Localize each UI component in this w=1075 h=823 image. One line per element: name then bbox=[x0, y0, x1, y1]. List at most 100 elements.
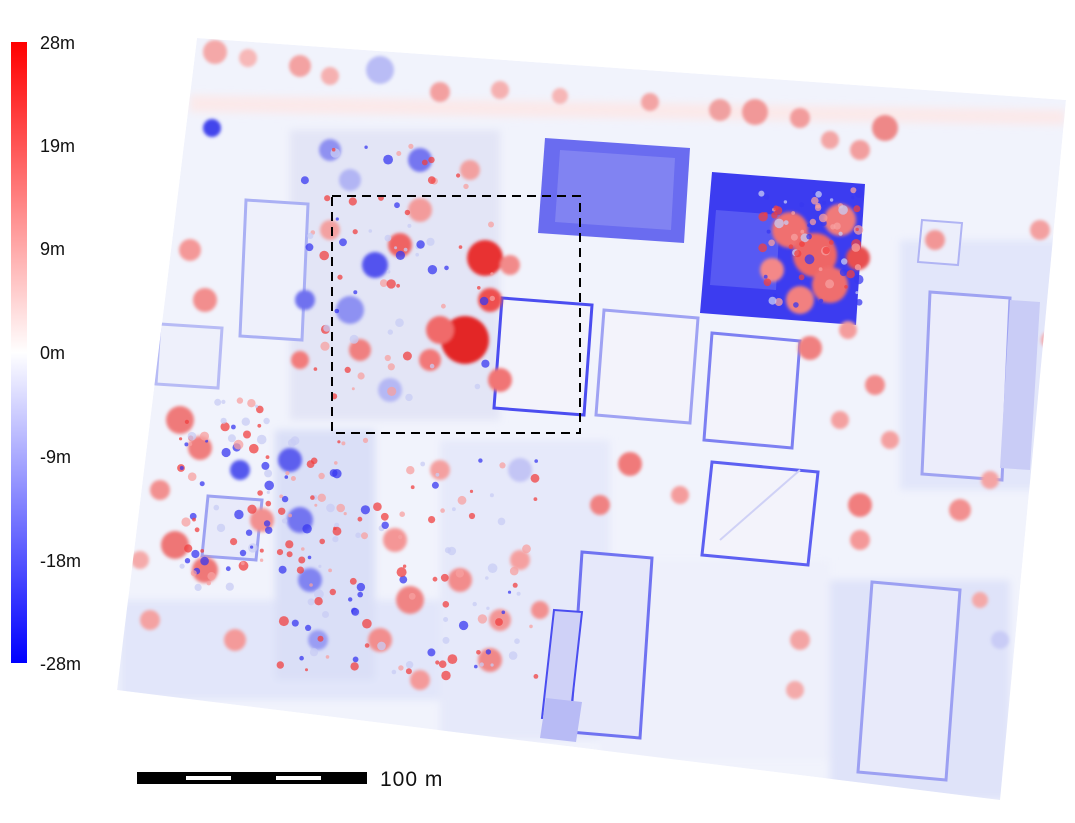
canopy-speckle-dot bbox=[509, 566, 519, 576]
canopy-speckle-dot bbox=[398, 534, 403, 540]
canopy-speckle-dot bbox=[179, 437, 183, 441]
canopy-speckle-dot bbox=[216, 523, 226, 533]
canopy-speckle-dot bbox=[188, 442, 193, 446]
canopy-speckle-dot bbox=[352, 229, 358, 235]
canopy-speckle-dot bbox=[427, 176, 436, 185]
canopy-speckle-dot bbox=[490, 663, 494, 667]
canopy-speckle-dot bbox=[415, 252, 420, 257]
canopy-speckle-dot bbox=[798, 274, 805, 281]
canopy-speckle-dot bbox=[395, 318, 404, 328]
canopy-speckle-dot bbox=[490, 272, 494, 276]
canopy-speckle-dot bbox=[512, 582, 518, 588]
canopy-speckle-dot bbox=[386, 269, 391, 274]
canopy-speckle-dot bbox=[818, 213, 828, 223]
canopy-speckle-dot bbox=[184, 442, 189, 447]
canopy-speckle-dot bbox=[357, 372, 365, 380]
canopy-speckle-dot bbox=[841, 258, 848, 265]
canopy-speckle-dot bbox=[194, 583, 202, 592]
canopy-speckle-dot bbox=[368, 229, 373, 233]
canopy-speckle-dot bbox=[828, 240, 834, 245]
canopy-speckle-dot bbox=[247, 504, 257, 514]
canopy-speckle-dot bbox=[534, 459, 538, 463]
canopy-speckle-dot bbox=[290, 476, 296, 481]
canopy-speckle-dot bbox=[440, 573, 449, 582]
canopy-speckle-dot bbox=[851, 196, 855, 200]
buildings bbox=[154, 138, 1040, 782]
canopy-speckle-dot bbox=[254, 404, 259, 408]
canopy-speckle-dot bbox=[773, 293, 777, 298]
canopy-speckle-dot bbox=[334, 461, 338, 465]
canopy-speckle-dot bbox=[815, 202, 821, 209]
canopy-speckle-dot bbox=[790, 233, 798, 241]
canopy-speckle-dot bbox=[758, 243, 768, 253]
canopy-speckle-dot bbox=[181, 517, 191, 527]
canopy-speckle-dot bbox=[325, 655, 330, 659]
canopy-speckle-dot bbox=[221, 399, 226, 404]
canopy-speckle-dot bbox=[522, 544, 531, 554]
canopy-speckle-dot bbox=[438, 660, 447, 668]
scale-bar-segment-2 bbox=[276, 776, 321, 780]
canopy-speckle-dot bbox=[804, 254, 815, 265]
canopy-speckle-dot bbox=[233, 439, 244, 450]
legend-label-minus-18: -18m bbox=[40, 551, 82, 571]
canopy-speckle-dot bbox=[533, 497, 538, 501]
canopy-speckle-dot bbox=[406, 466, 415, 475]
canopy-speckle-dot bbox=[184, 558, 191, 564]
canopy-speckle-dot bbox=[356, 582, 366, 592]
canopy-speckle-dot bbox=[457, 495, 467, 505]
canopy-speckle-dot bbox=[398, 665, 404, 671]
canopy-speckle-dot bbox=[458, 245, 463, 249]
canopy-speckle-dot bbox=[855, 299, 863, 306]
canopy-speckle-dot bbox=[530, 473, 540, 483]
canopy-speckle-dot bbox=[351, 387, 355, 391]
canopy-speckle-dot bbox=[309, 583, 313, 587]
scale-bar-label: 100 m bbox=[380, 768, 444, 791]
canopy-speckle-dot bbox=[435, 660, 440, 665]
canopy-speckle-dot bbox=[481, 359, 490, 368]
canopy-speckle-dot bbox=[361, 532, 368, 540]
canopy-speckle-dot bbox=[516, 591, 521, 596]
canopy-speckle-dot bbox=[310, 495, 315, 500]
canopy-speckle-dot bbox=[395, 250, 405, 260]
canopy-speckle-dot bbox=[774, 298, 783, 306]
canopy-speckle-dot bbox=[309, 648, 319, 657]
canopy-speckle-dot bbox=[396, 151, 402, 156]
canopy-speckle-dot bbox=[442, 636, 450, 644]
canopy-speckle-dot bbox=[855, 189, 864, 198]
canopy-speckle-dot bbox=[833, 222, 841, 230]
canopy-speckle-dot bbox=[394, 246, 398, 250]
canopy-speckle-dot bbox=[799, 241, 805, 248]
canopy-speckle-dot bbox=[225, 582, 234, 591]
canopy-speckle-dot bbox=[337, 440, 341, 444]
canopy-speckle-dot bbox=[846, 270, 855, 279]
canopy-speckle-dot bbox=[332, 526, 342, 536]
canopy-speckle-dot bbox=[441, 670, 451, 681]
canopy-speckle-dot bbox=[194, 527, 200, 533]
canopy-speckle-dot bbox=[444, 547, 452, 554]
canopy-speckle-dot bbox=[334, 522, 340, 528]
canopy-speckle-dot bbox=[298, 556, 306, 564]
canopy-speckle-dot bbox=[766, 229, 771, 234]
canopy-speckle-dot bbox=[278, 565, 287, 574]
canopy-speckle-dot bbox=[474, 664, 478, 669]
canopy-speckle-dot bbox=[851, 243, 861, 252]
canopy-speckle-dot bbox=[850, 187, 857, 194]
canopy-speckle-dot bbox=[329, 588, 336, 596]
canopy-speckle-dot bbox=[324, 195, 331, 202]
canopy-speckle-dot bbox=[774, 218, 784, 229]
legend-label-min: -28m bbox=[40, 654, 82, 674]
canopy-speckle-dot bbox=[261, 461, 270, 470]
canopy-speckle-dot bbox=[349, 334, 359, 344]
canopy-speckle-dot bbox=[818, 267, 823, 272]
canopy-speckle-dot bbox=[256, 434, 267, 445]
canopy-speckle-dot bbox=[822, 246, 830, 255]
canopy-speckle-dot bbox=[348, 597, 353, 602]
canopy-speckle-dot bbox=[384, 354, 391, 362]
canopy-speckle-dot bbox=[291, 619, 299, 627]
canopy-speckle-dot bbox=[416, 240, 425, 249]
canopy-speckle-dot bbox=[319, 538, 326, 545]
canopy-speckle-dot bbox=[383, 154, 393, 165]
canopy-speckle-dot bbox=[225, 566, 231, 572]
canopy-speckle-dot bbox=[819, 298, 824, 303]
canopy-speckle-dot bbox=[844, 285, 848, 289]
